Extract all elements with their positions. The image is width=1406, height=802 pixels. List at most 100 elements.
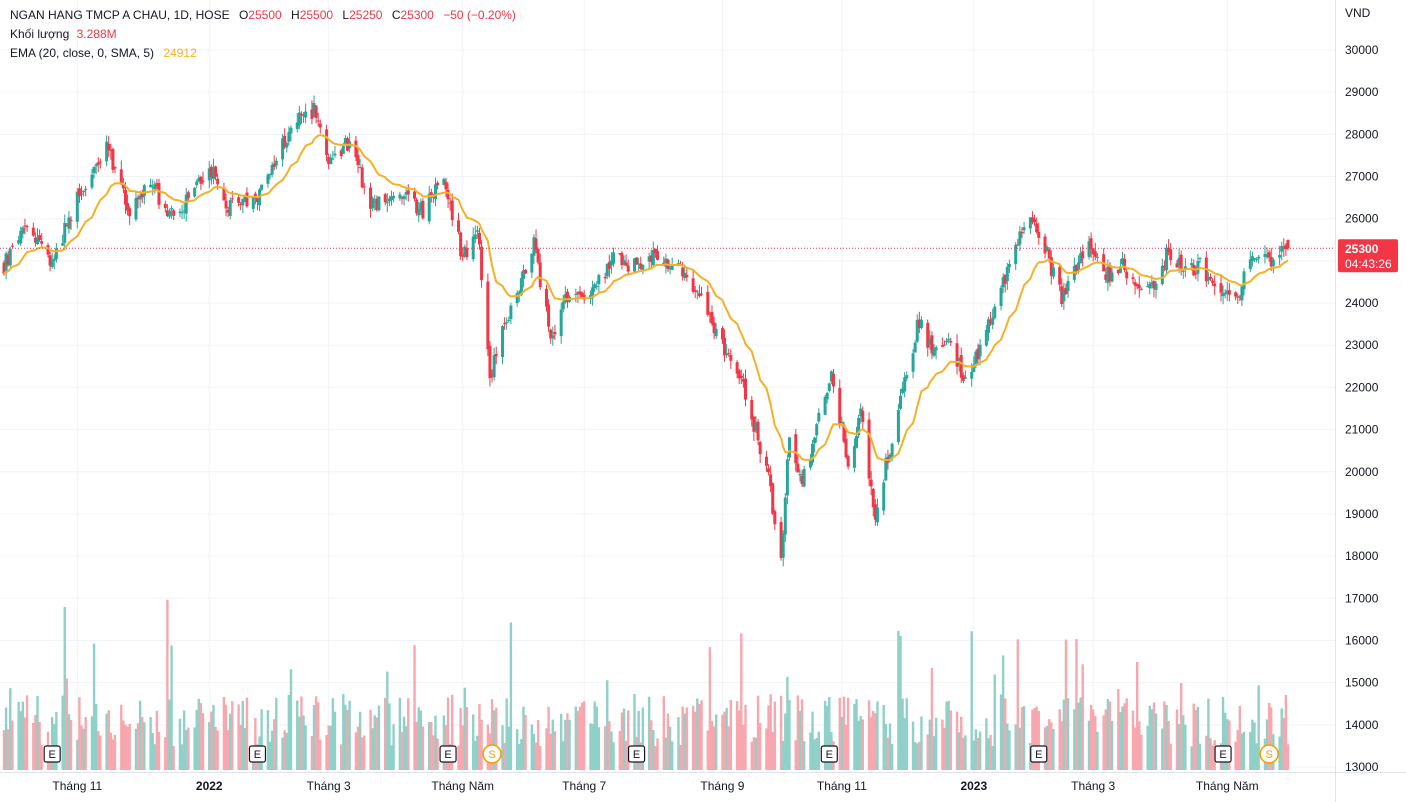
volume-bar [978,731,982,770]
candle-body [869,479,873,487]
volume-bar [534,742,538,770]
volume-bar [1177,723,1181,770]
volume-bar [811,711,814,770]
candle-body [932,349,936,356]
close-label: C [391,8,401,22]
candle-body [1020,232,1024,234]
volume-bar [681,706,684,770]
candle-body [1271,259,1275,267]
candle-body [509,305,513,320]
volume-bar [920,716,923,770]
candle-body [216,178,220,185]
candle-body [1177,257,1181,266]
currency-label: VND [1345,6,1371,20]
volume-bar [136,723,140,770]
volume-bar [767,705,770,770]
volume-bar [507,726,511,770]
volume-bar [1226,719,1229,770]
volume-label[interactable]: Khối lượng [10,27,70,41]
volume-bar [463,687,467,770]
time-tick-label: 2023 [960,779,987,793]
volume-bar [813,739,816,770]
candle-body [1213,283,1217,287]
volume-bar [547,706,550,770]
earnings-icon[interactable] [439,745,457,763]
volume-bar [706,730,709,770]
volume-bar [888,723,892,770]
candle-body [609,260,613,266]
candle-body [653,248,657,254]
candle-body [448,202,452,204]
candle-body [1106,266,1110,283]
volume-bar [298,716,301,770]
earnings-icon[interactable] [248,745,267,763]
candle-body [123,189,127,205]
volume-bar [1152,702,1156,770]
volume-bar [867,700,871,770]
volume-bar [662,696,666,770]
candle-body [266,174,270,184]
low-value: 25250 [349,8,383,22]
earnings-icon[interactable] [820,745,838,763]
volume-bar [884,723,888,770]
volume-bar [417,707,420,770]
split-icon[interactable] [482,744,502,764]
candle-body [1284,245,1288,250]
price-tick-label: 19000 [1345,507,1379,521]
volume-bar [735,701,739,770]
volume-bar [1184,724,1187,770]
candle-body [1221,293,1225,297]
volume-bar [794,740,797,770]
candle-body [433,184,437,200]
candle-body [825,393,829,400]
volume-bar [1094,716,1097,770]
volume-bar [134,728,138,770]
price-axis-labels: 13000 14000 15000 16000 17000 18000 19000 20000… [1345,43,1379,774]
volume-bar [1284,695,1288,770]
time-axis-labels: Tháng 11 2022 Tháng 3 Tháng Năm Tháng 7 Tháng… [52,779,1258,793]
earnings-icon[interactable] [1030,745,1048,763]
volume-bar [270,730,274,770]
candle-body [521,270,525,279]
volume-bar [178,718,182,770]
candle-body [354,140,358,158]
volume-bar [1102,715,1105,770]
volume-bar [509,622,513,770]
volume-bar [1154,713,1158,770]
volume-bar [666,713,670,770]
candle-body [1190,263,1194,266]
volume-bar [1190,746,1193,770]
candle-body [128,208,132,217]
candle-body [905,375,909,379]
volume-bar [434,715,437,770]
candle-body [4,253,8,273]
candle-body [978,344,982,357]
symbol-title[interactable]: NGAN HANG TMCP A CHAU, 1D, HOSE [10,8,230,22]
volume-bar [172,745,175,770]
volume-bar [1242,731,1246,770]
volume-bar [1075,639,1078,770]
split-icon[interactable] [1259,744,1279,764]
volume-bar [1286,744,1290,770]
volume-bar [750,741,753,770]
volume-bar [495,707,498,770]
volume-bar [1198,743,1202,770]
volume-bar [696,698,699,770]
earnings-icon[interactable] [43,745,61,763]
volume-bar [1087,720,1091,770]
candle-body [574,293,578,295]
candle-body [693,289,697,292]
earnings-icon[interactable] [627,745,646,763]
candle-body [1211,280,1215,283]
ema-label[interactable]: EMA (20, close, 0, SMA, 5) [10,46,155,60]
candle-body [549,329,553,339]
candle-body [96,162,100,165]
volume-bar [1240,733,1244,770]
candle-body [827,383,831,391]
volume-bar [82,728,85,770]
volume-bar [608,721,611,770]
volume-bar [744,704,747,770]
earnings-icon[interactable] [1214,745,1232,763]
volume-bar [1192,703,1195,770]
